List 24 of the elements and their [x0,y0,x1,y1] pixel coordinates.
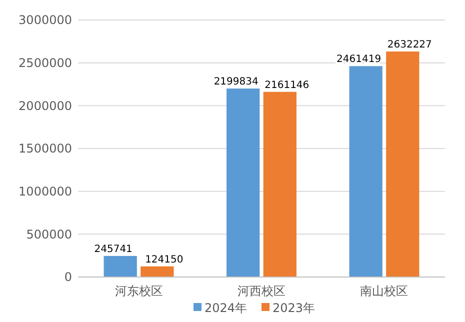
x-tick-label: 南山校区 [360,284,408,298]
data-label: 2161146 [264,80,310,91]
y-tick-label: 2500000 [18,56,72,70]
data-label: 2199834 [214,76,258,88]
data-label: 2632227 [387,40,432,51]
x-tick-label: 河东校区 [114,284,163,298]
bar [104,256,137,277]
y-tick-label: 500000 [26,227,72,242]
legend-label: 2023年 [272,301,316,316]
bar [386,52,420,277]
bar [140,266,174,277]
data-label: 124150 [145,254,184,266]
data-label: 245741 [94,244,132,255]
y-tick-label: 0 [64,270,72,284]
y-tick-label: 1000000 [18,184,72,199]
bar [349,66,382,277]
x-tick-label: 河西校区 [238,284,286,298]
bar [263,92,296,277]
bar [226,88,260,277]
data-label: 2461419 [336,54,382,66]
y-tick-label: 3000000 [18,13,72,28]
y-tick-label: 2000000 [18,98,72,113]
y-tick-label: 1500000 [18,142,72,156]
legend-label: 2024年 [204,301,248,316]
